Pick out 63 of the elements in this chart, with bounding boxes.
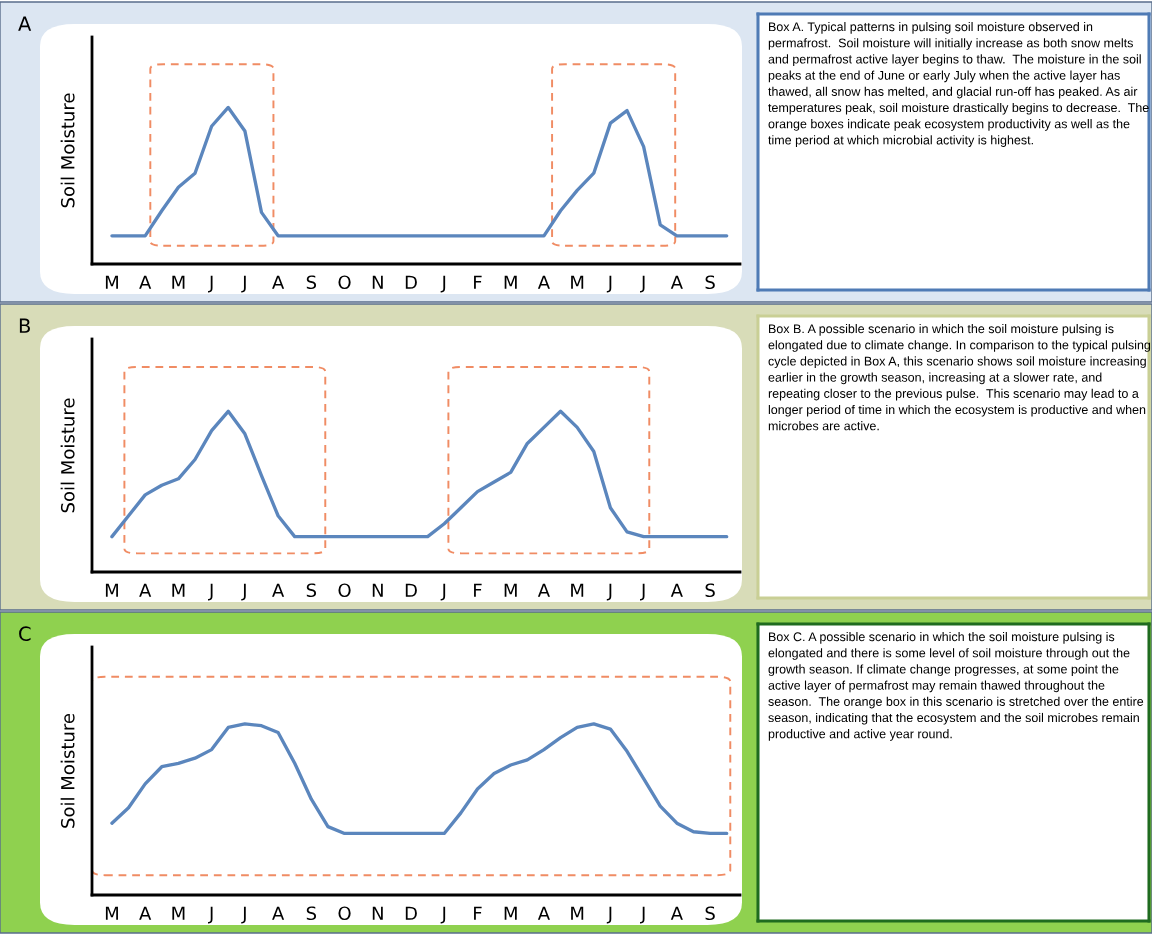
x-tick-label: M [571, 906, 584, 920]
x-tick-label: O [338, 906, 351, 921]
x-tick-label: J [640, 583, 645, 601]
x-tick-label: J [606, 275, 612, 293]
chart-title: A [18, 16, 32, 31]
y-axis-title: Soil Moisture [60, 713, 75, 828]
x-tick-label: J [440, 275, 446, 293]
x-tick-label: J [440, 583, 446, 601]
x-tick-label: A [537, 906, 550, 920]
x-tick-label: D [405, 583, 417, 597]
x-tick-label: N [372, 583, 383, 597]
x-tick-label: M [504, 275, 517, 289]
x-tick-label: S [306, 906, 317, 921]
x-tick-label: M [172, 275, 185, 289]
x-tick-label: M [172, 906, 185, 920]
x-tick-label: A [670, 583, 683, 597]
x-tick-label: N [372, 275, 383, 289]
x-tick-label: D [405, 906, 417, 920]
x-tick-label: J [440, 906, 446, 924]
x-tick-label: S [306, 275, 317, 290]
x-tick-label: J [208, 275, 213, 293]
x-tick-label: M [105, 906, 118, 920]
x-tick-label: A [139, 583, 152, 597]
x-tick-label: M [172, 583, 185, 597]
x-tick-label: F [474, 906, 482, 920]
x-tick-label: A [537, 583, 550, 597]
x-tick-label: J [208, 906, 213, 924]
x-tick-label: M [571, 583, 584, 597]
x-tick-label: J [606, 906, 612, 924]
x-tick-label: A [670, 906, 683, 920]
x-tick-label: A [272, 583, 285, 597]
chart-title: B [19, 318, 30, 333]
x-tick-label: F [474, 275, 482, 289]
x-tick-label: O [338, 275, 351, 290]
x-tick-label: S [705, 906, 715, 921]
x-tick-label: M [504, 906, 517, 920]
y-axis-title: Soil Moisture [60, 398, 75, 513]
x-tick-label: J [606, 583, 612, 601]
x-tick-label: J [208, 583, 213, 601]
x-tick-label: J [640, 906, 645, 924]
x-tick-label: S [306, 583, 317, 598]
x-tick-label: A [139, 275, 152, 289]
x-tick-label: A [272, 275, 285, 289]
x-tick-label: M [105, 583, 118, 597]
x-tick-label: D [405, 275, 417, 289]
x-tick-label: J [241, 906, 246, 924]
x-tick-label: M [571, 275, 584, 289]
x-tick-label: S [705, 275, 715, 290]
x-tick-label: M [504, 583, 517, 597]
y-axis-title: Soil Moisture [60, 93, 75, 208]
x-tick-label: N [372, 906, 383, 920]
x-tick-label: J [640, 275, 645, 293]
x-tick-label: J [241, 275, 246, 293]
x-tick-label: O [338, 583, 351, 598]
x-tick-label: A [139, 906, 152, 920]
x-tick-label: A [272, 906, 285, 920]
x-tick-label: A [537, 275, 550, 289]
x-tick-label: M [105, 275, 118, 289]
chart-title: C [19, 626, 31, 642]
x-tick-label: A [670, 275, 683, 289]
x-tick-label: F [474, 583, 482, 597]
x-tick-label: J [241, 583, 246, 601]
x-tick-label: S [705, 583, 715, 598]
